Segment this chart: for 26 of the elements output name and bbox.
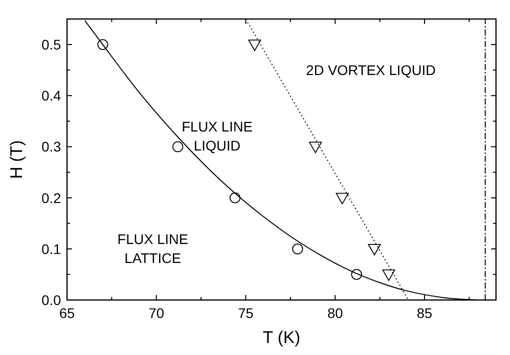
y-tick-label: 0.4 [42,88,62,104]
point [97,39,108,50]
x-tick-label: 70 [148,305,164,321]
y-tick-label: 0.5 [42,36,62,53]
y-tick-label: 0.3 [42,138,62,155]
point [248,40,262,51]
point [292,243,304,254]
point [351,269,362,280]
annotation: FLUX LINE LIQUID [182,118,253,154]
x-axis-title: T (K) [262,328,300,347]
y-axis-title: H (T) [7,140,26,179]
y-tick-label: 0.2 [42,190,62,206]
annotation: FLUX LINE LATTICE [117,230,188,266]
x-tick-label: 75 [238,305,254,321]
point [382,270,396,281]
x-tick-label: 65 [59,305,75,321]
y-tick-label: 0.1 [42,240,62,257]
point [336,192,349,204]
point [368,244,381,256]
y-tick-label: 0.0 [42,292,62,308]
x-tick-label: 80 [327,305,344,321]
annotation: 2D VORTEX LIQUID [306,62,436,78]
point [309,142,322,154]
x-tick-label: 85 [416,305,432,321]
point [172,141,184,152]
point [230,192,240,204]
